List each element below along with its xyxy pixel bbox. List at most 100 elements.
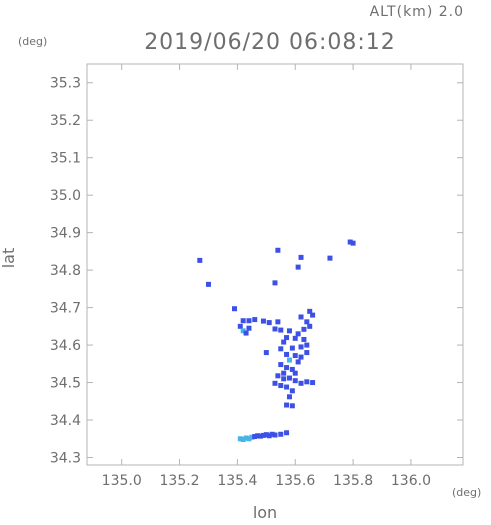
- echo-point: [301, 336, 307, 342]
- y-tick-label: 34.9: [50, 226, 81, 242]
- y-tick-label: 35.1: [50, 151, 81, 167]
- echo-point: [350, 240, 356, 246]
- echo-point: [278, 431, 284, 437]
- echo-point: [286, 328, 292, 334]
- echo-point: [243, 330, 249, 336]
- echo-point: [252, 434, 258, 440]
- echo-point: [301, 326, 307, 332]
- x-axis-label: lon: [253, 503, 277, 521]
- x-tick-label: 135.2: [160, 473, 200, 489]
- echo-point: [347, 239, 353, 245]
- echo-point: [307, 323, 313, 329]
- echo-point: [281, 370, 287, 376]
- y-axis-label: lat: [0, 248, 18, 269]
- y-unit-label: (deg): [18, 35, 47, 48]
- echo-point: [298, 254, 304, 260]
- echo-point: [240, 437, 246, 443]
- echo-point: [284, 402, 290, 408]
- echo-point: [275, 247, 281, 253]
- echo-point: [237, 323, 243, 329]
- echo-point: [260, 432, 266, 438]
- echo-point: [278, 362, 284, 368]
- echo-point: [249, 434, 255, 440]
- echo-point: [232, 306, 238, 312]
- echo-point: [197, 257, 203, 263]
- echo-point: [284, 351, 290, 357]
- echo-point: [292, 378, 298, 384]
- echo-point: [266, 320, 272, 326]
- echo-point: [298, 354, 304, 360]
- echo-point: [327, 255, 333, 261]
- y-tick-label: 34.3: [50, 451, 81, 467]
- echo-point: [272, 280, 278, 286]
- echo-point: [289, 388, 295, 394]
- echo-point: [298, 380, 304, 386]
- y-tick-label: 34.6: [50, 338, 81, 354]
- echo-point: [289, 345, 295, 351]
- y-tick-label: 35.2: [50, 113, 81, 129]
- x-tick-label: 136.0: [391, 473, 431, 489]
- y-tick-label: 34.8: [50, 263, 81, 279]
- echo-point: [278, 327, 284, 333]
- echo-points: [197, 239, 356, 443]
- y-tick-label: 34.4: [50, 413, 81, 429]
- echo-point: [240, 328, 246, 334]
- echo-point: [269, 431, 275, 437]
- x-tick-label: 135.8: [333, 473, 373, 489]
- x-unit-label: (deg): [452, 486, 481, 499]
- echo-point: [263, 432, 269, 438]
- echo-point: [243, 435, 249, 441]
- echo-point: [307, 308, 313, 314]
- echo-point: [263, 350, 269, 356]
- echo-point: [286, 394, 292, 400]
- echo-point: [295, 264, 301, 270]
- echo-point: [281, 339, 287, 345]
- echo-point: [272, 380, 278, 386]
- echo-point: [292, 335, 298, 341]
- echo-point: [246, 325, 252, 331]
- echo-point: [284, 430, 290, 436]
- echo-point: [304, 379, 310, 385]
- echo-point: [284, 335, 290, 341]
- echo-point: [310, 312, 316, 318]
- echo-point: [252, 317, 258, 323]
- echo-point: [272, 326, 278, 332]
- echo-point: [255, 433, 261, 439]
- echo-point: [292, 370, 298, 376]
- echo-point: [289, 366, 295, 372]
- echo-point: [295, 359, 301, 365]
- y-axis: 34.3 34.4 34.5 34.6 34.7 34.8 34.9 35.0 35.1 35.2…: [50, 76, 463, 467]
- altitude-label: ALT(km) 2.0: [370, 4, 464, 20]
- echo-point: [278, 346, 284, 352]
- echo-point: [266, 433, 272, 439]
- echo-point: [304, 350, 310, 356]
- echo-point: [278, 383, 284, 389]
- x-tick-label: 135.6: [275, 473, 315, 489]
- x-axis: 135.0 135.2 135.4 135.6 135.8 136.0: [102, 64, 431, 489]
- y-tick-label: 34.5: [50, 376, 81, 392]
- echo-point: [304, 319, 310, 325]
- echo-point: [298, 344, 304, 350]
- echo-point: [272, 432, 278, 438]
- echo-point: [292, 353, 298, 359]
- echo-point: [246, 318, 252, 324]
- echo-point: [286, 375, 292, 381]
- echo-point: [246, 436, 252, 442]
- chart-title: 2019/06/20 06:08:12: [144, 30, 396, 55]
- echo-point: [310, 380, 316, 386]
- echo-point: [237, 436, 243, 442]
- echo-point: [258, 433, 264, 439]
- echo-point: [275, 373, 281, 379]
- echo-point: [240, 318, 246, 324]
- echo-point: [289, 403, 295, 409]
- y-tick-label: 35.3: [50, 76, 81, 92]
- plot-frame: [86, 63, 464, 466]
- echo-point: [286, 357, 292, 363]
- echo-point: [284, 384, 290, 390]
- x-tick-label: 135.0: [102, 473, 142, 489]
- echo-point: [205, 281, 211, 287]
- echo-point: [298, 314, 304, 320]
- echo-point: [295, 331, 301, 337]
- y-tick-label: 34.7: [50, 301, 81, 317]
- x-tick-label: 135.4: [217, 473, 257, 489]
